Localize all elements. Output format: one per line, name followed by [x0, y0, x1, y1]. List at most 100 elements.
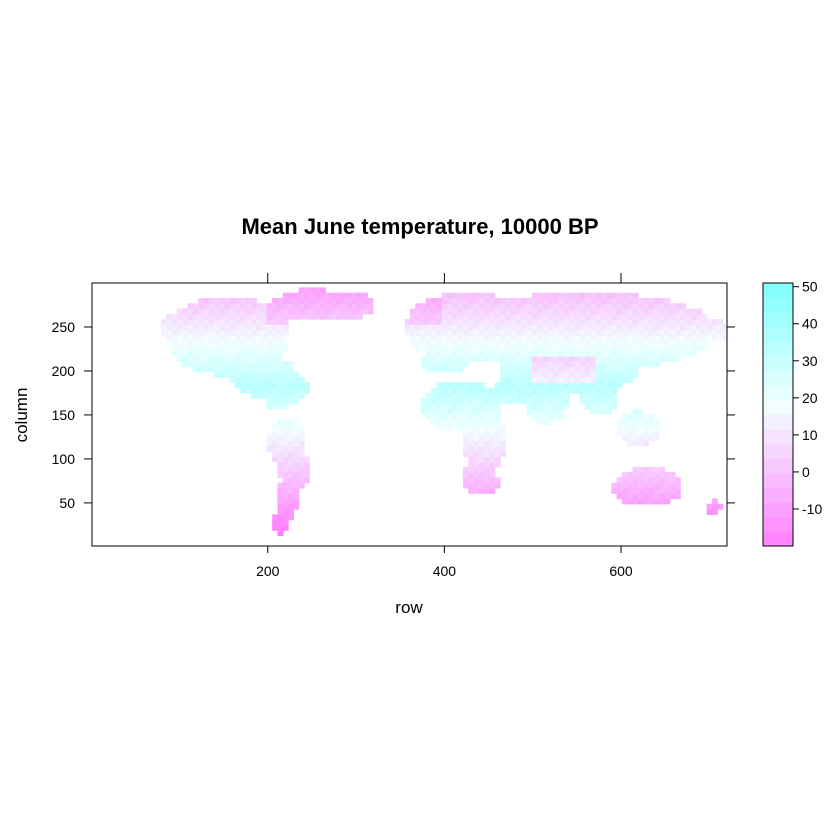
heatmap-cell: [637, 319, 644, 325]
heatmap-cell: [494, 308, 501, 315]
heatmap-cell: [494, 356, 501, 362]
heatmap-cell: [293, 424, 300, 431]
heatmap-cell: [611, 387, 618, 394]
heatmap-cell: [171, 329, 178, 336]
heatmap-cell: [553, 350, 559, 357]
heatmap-cell: [208, 361, 215, 368]
heatmap-cell: [574, 334, 581, 341]
heatmap-cell: [478, 482, 485, 489]
heatmap-cell: [701, 340, 708, 347]
heatmap-cell: [680, 350, 687, 357]
heatmap-cell: [303, 382, 310, 389]
heatmap-cell: [632, 313, 639, 320]
heatmap-cell: [187, 319, 194, 325]
heatmap-cell: [176, 319, 183, 325]
heatmap-cell: [494, 319, 501, 325]
heatmap-cell: [235, 297, 241, 304]
heatmap-cell: [526, 387, 533, 394]
heatmap-cell: [600, 324, 607, 331]
heatmap-cell: [643, 466, 649, 473]
heatmap-cell: [314, 287, 321, 294]
heatmap-cell: [277, 350, 284, 357]
heatmap-cell: [457, 340, 464, 347]
heatmap-cell: [590, 345, 597, 352]
heatmap-cell: [240, 382, 247, 389]
heatmap-cell: [182, 356, 188, 362]
heatmap-cell: [696, 329, 702, 336]
heatmap-cell: [706, 319, 713, 325]
heatmap-cell: [558, 340, 565, 347]
heatmap-cell: [489, 451, 496, 457]
heatmap-cell: [484, 398, 491, 405]
heatmap-cell: [701, 345, 708, 352]
heatmap-cell: [462, 482, 469, 489]
heatmap-cell: [553, 361, 559, 368]
heatmap-cell: [272, 519, 279, 526]
heatmap-cell: [213, 324, 220, 331]
heatmap-cell: [473, 419, 480, 426]
heatmap-cell: [595, 371, 602, 378]
heatmap-cell: [192, 308, 199, 315]
heatmap-cell: [219, 350, 226, 357]
heatmap-cell: [531, 297, 538, 304]
heatmap-cell: [664, 340, 671, 347]
heatmap-cell: [473, 461, 480, 468]
heatmap-cell: [282, 509, 289, 515]
heatmap-cell: [261, 392, 268, 399]
heatmap-cell: [632, 419, 639, 426]
heatmap-cell: [462, 345, 469, 352]
heatmap-cell: [632, 366, 639, 373]
heatmap-cell: [510, 313, 517, 320]
heatmap-cell: [627, 435, 634, 442]
heatmap-cell: [568, 345, 575, 352]
heatmap-cell: [272, 340, 279, 347]
heatmap-cell: [542, 329, 549, 336]
heatmap-cell: [590, 292, 597, 299]
heatmap-cell: [558, 414, 565, 420]
heatmap-cell: [266, 392, 273, 399]
heatmap-cell: [542, 345, 549, 352]
heatmap-cell: [293, 377, 300, 383]
heatmap-cell: [245, 345, 252, 352]
heatmap-cell: [568, 350, 575, 357]
heatmap-cell: [277, 514, 284, 521]
heatmap-cell: [542, 414, 549, 420]
heatmap-cell: [648, 319, 655, 325]
heatmap-cell: [447, 387, 453, 394]
heatmap-cell: [484, 451, 491, 457]
heatmap-cell: [537, 350, 544, 357]
heatmap-cell: [531, 387, 538, 394]
heatmap-cell: [537, 408, 544, 415]
heatmap-cell: [542, 297, 549, 304]
heatmap-cell: [319, 313, 326, 320]
heatmap-cell: [637, 408, 644, 415]
heatmap-cell: [266, 340, 273, 347]
heatmap-cell: [632, 472, 639, 478]
heatmap-cell: [192, 334, 199, 341]
heatmap-cell: [277, 498, 284, 505]
heatmap-cell: [261, 350, 268, 357]
heatmap-cell: [282, 329, 289, 336]
heatmap-cell: [621, 361, 628, 368]
heatmap-cell: [182, 313, 188, 320]
heatmap-cell: [293, 303, 300, 310]
heatmap-cell: [600, 377, 607, 383]
heatmap-cell: [266, 366, 273, 373]
heatmap-cell: [192, 313, 199, 320]
heatmap-cell: [346, 308, 353, 315]
heatmap-cell: [277, 345, 284, 352]
heatmap-cell: [632, 324, 639, 331]
heatmap-cell: [192, 329, 199, 336]
heatmap-cell: [553, 324, 559, 331]
heatmap-cell: [563, 292, 570, 299]
heatmap-cell: [627, 477, 634, 484]
heatmap-cell: [182, 319, 188, 325]
colorbar-swatch: [763, 312, 793, 328]
heatmap-cell: [457, 361, 464, 368]
heatmap-cell: [653, 303, 660, 310]
heatmap-cell: [680, 334, 687, 341]
heatmap-cell: [537, 308, 544, 315]
heatmap-cell: [584, 403, 591, 410]
heatmap-cell: [531, 334, 538, 341]
heatmap-cell: [452, 350, 459, 357]
